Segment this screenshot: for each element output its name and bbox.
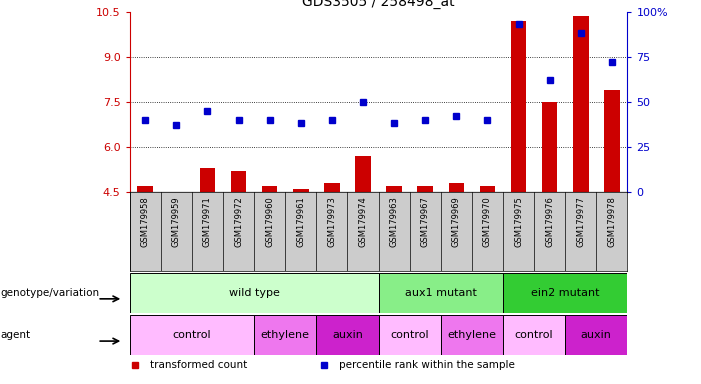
Text: ethylene: ethylene <box>261 330 310 340</box>
Text: GSM179958: GSM179958 <box>141 196 150 247</box>
Bar <box>379 273 503 313</box>
Text: control: control <box>172 330 211 340</box>
Bar <box>573 16 589 192</box>
Bar <box>316 315 379 355</box>
Text: auxin: auxin <box>332 330 363 340</box>
Text: aux1 mutant: aux1 mutant <box>404 288 477 298</box>
Text: GSM179971: GSM179971 <box>203 196 212 247</box>
Text: GSM179972: GSM179972 <box>234 196 243 247</box>
Text: GSM179959: GSM179959 <box>172 196 181 247</box>
Text: GSM179978: GSM179978 <box>607 196 616 247</box>
Bar <box>231 171 246 192</box>
Bar <box>503 273 627 313</box>
Text: auxin: auxin <box>581 330 612 340</box>
Text: GSM179976: GSM179976 <box>545 196 554 247</box>
Text: control: control <box>390 330 429 340</box>
Bar <box>503 315 565 355</box>
Bar <box>254 315 316 355</box>
Text: wild type: wild type <box>229 288 280 298</box>
Text: control: control <box>515 330 553 340</box>
Bar <box>324 183 340 192</box>
Bar <box>200 168 215 192</box>
Bar <box>293 189 308 192</box>
Bar <box>417 186 433 192</box>
Bar <box>386 186 402 192</box>
Bar <box>542 102 557 192</box>
Bar <box>604 90 620 192</box>
Text: percentile rank within the sample: percentile rank within the sample <box>339 360 515 370</box>
Text: transformed count: transformed count <box>149 360 247 370</box>
Bar <box>130 273 379 313</box>
Text: genotype/variation: genotype/variation <box>1 288 100 298</box>
Text: GSM179961: GSM179961 <box>297 196 305 247</box>
Bar <box>441 315 503 355</box>
Bar <box>355 156 371 192</box>
Text: GSM179963: GSM179963 <box>390 196 399 247</box>
Bar <box>565 315 627 355</box>
Text: GSM179974: GSM179974 <box>358 196 367 247</box>
Bar <box>130 315 254 355</box>
Text: GSM179969: GSM179969 <box>452 196 461 247</box>
Bar <box>262 186 278 192</box>
Text: ethylene: ethylene <box>447 330 496 340</box>
Bar <box>137 186 153 192</box>
Text: GSM179977: GSM179977 <box>576 196 585 247</box>
Bar <box>379 315 441 355</box>
Bar <box>479 186 495 192</box>
Title: GDS3505 / 258498_at: GDS3505 / 258498_at <box>302 0 455 9</box>
Bar <box>449 183 464 192</box>
Text: GSM179960: GSM179960 <box>265 196 274 247</box>
Text: GSM179967: GSM179967 <box>421 196 430 247</box>
Text: ein2 mutant: ein2 mutant <box>531 288 599 298</box>
Text: GSM179973: GSM179973 <box>327 196 336 247</box>
Text: GSM179970: GSM179970 <box>483 196 492 247</box>
Text: agent: agent <box>1 330 31 340</box>
Bar <box>511 20 526 192</box>
Text: GSM179975: GSM179975 <box>514 196 523 247</box>
